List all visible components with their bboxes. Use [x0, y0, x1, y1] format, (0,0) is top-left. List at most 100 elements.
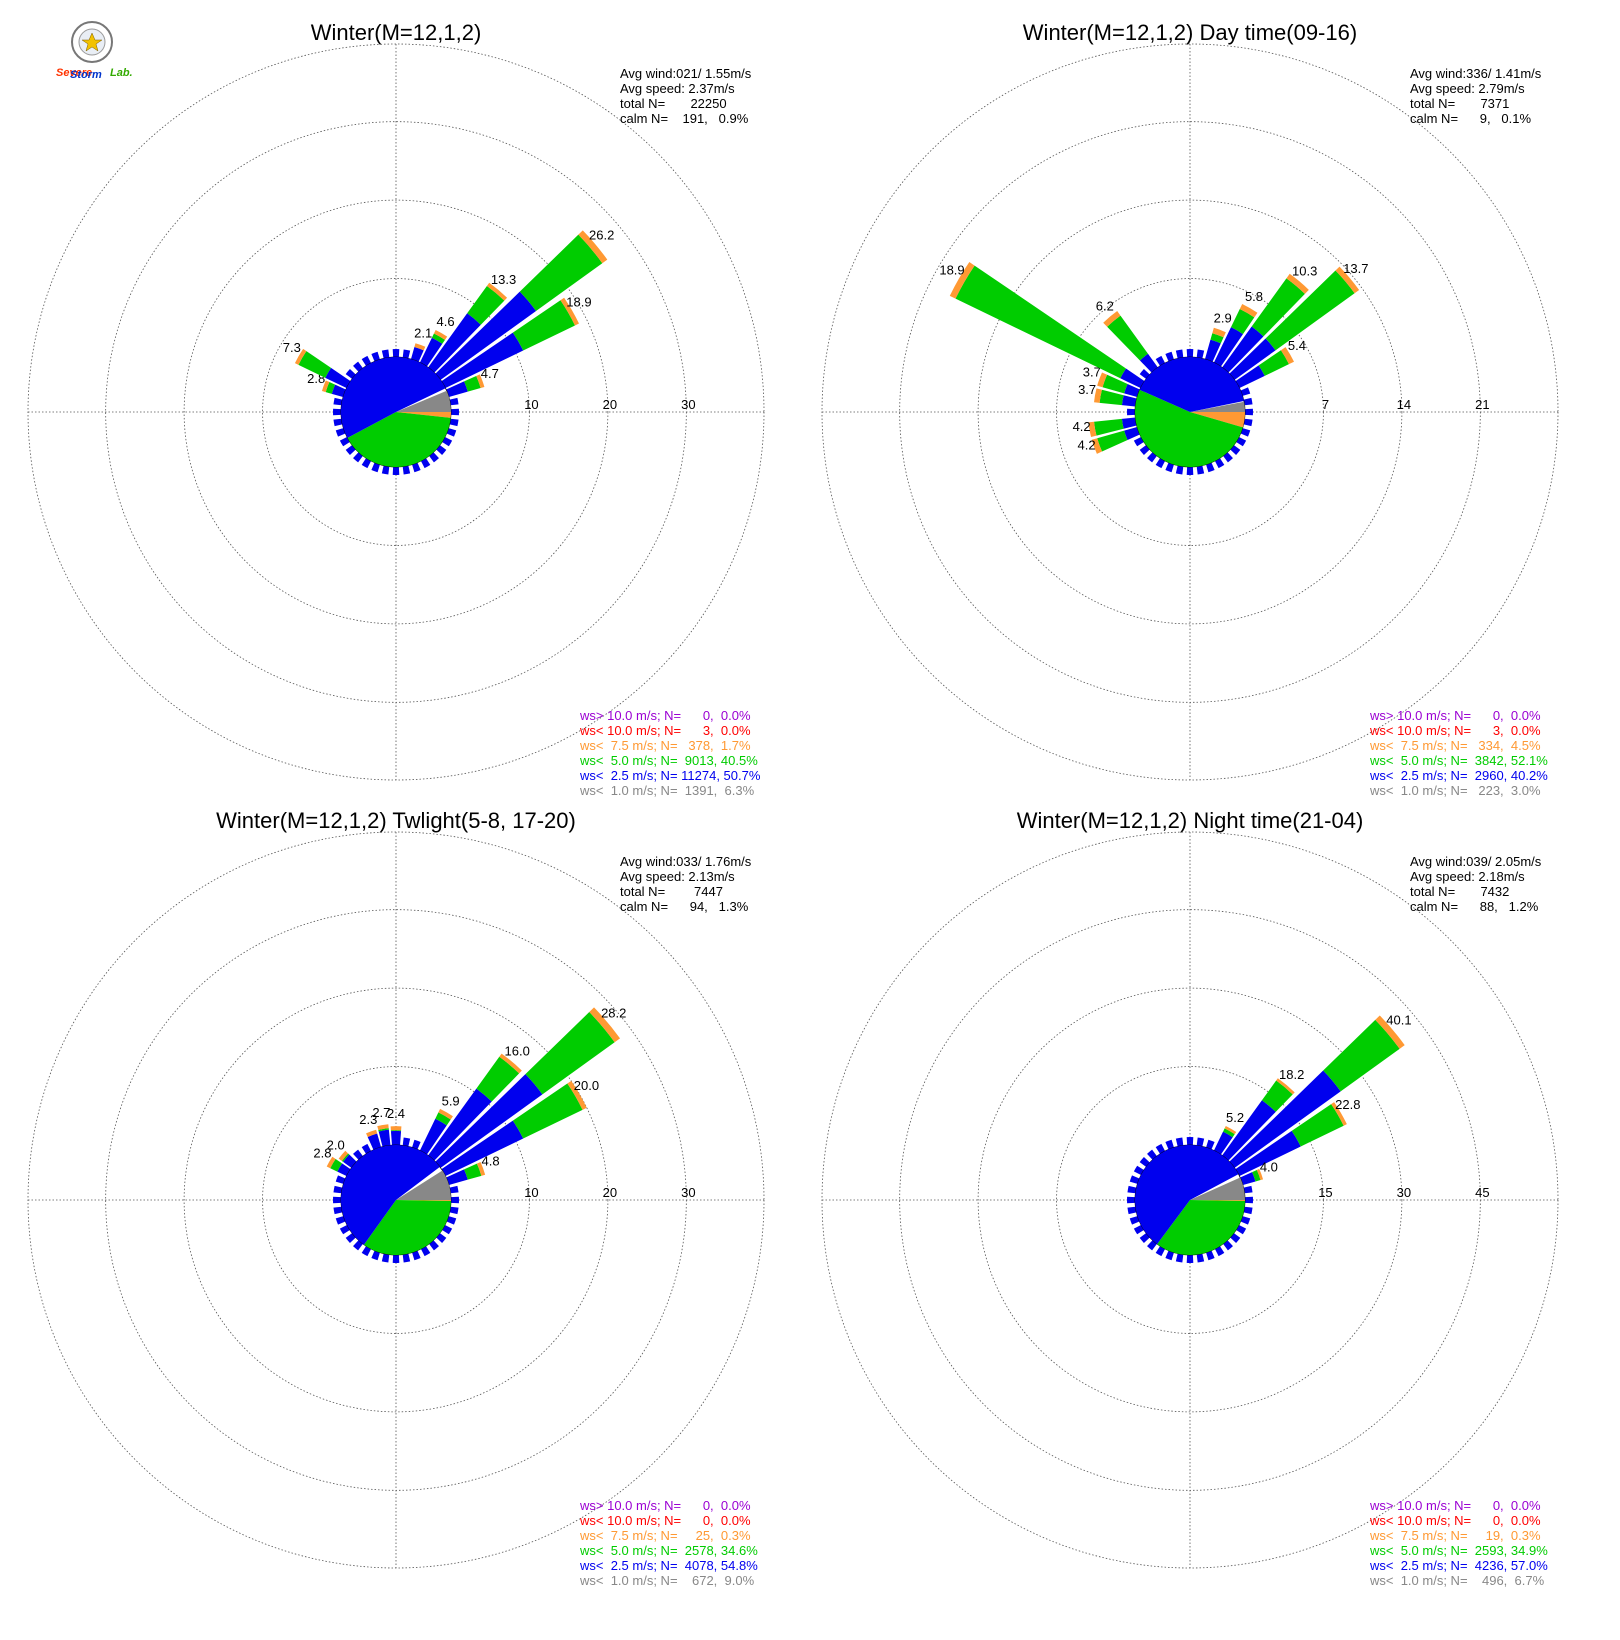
wind-rose-panel-twilight: Winter(M=12,1,2) Twlight(5-8, 17-20) 10 20… [27, 808, 765, 1588]
ring-tick-label: 10 [524, 397, 538, 412]
petal-segment-lt2_5 [435, 1074, 543, 1168]
petal-segment-lt5 [330, 1158, 343, 1172]
petal-segment-lt2_5 [1213, 1131, 1233, 1155]
legend-entry: ws< 10.0 m/s; N= 0, 0.0% [1369, 1513, 1541, 1528]
legend-entry: ws> 10.0 m/s; N= 0, 0.0% [1369, 708, 1541, 723]
petal-segment-lt5 [1231, 309, 1255, 335]
petal-segment-lt5 [467, 285, 505, 325]
petal-label: 3.7 [1078, 382, 1096, 397]
petal-stub [1243, 1206, 1253, 1215]
logo-text-main: Severe [56, 67, 92, 79]
petal-stub [450, 1196, 459, 1204]
petal-stub [333, 418, 343, 427]
petal-stub [1139, 1233, 1150, 1243]
calm-pie-slice-ws-lt5 [347, 412, 451, 467]
petal-stub [1133, 436, 1144, 447]
stat-line: Avg wind:336/ 1.41m/s [1410, 66, 1542, 81]
petal-stub [412, 462, 421, 473]
petal-segment-lt5 [1097, 430, 1128, 452]
stat-line: Avg wind:039/ 2.05m/s [1410, 854, 1542, 869]
petal-segment-lt2_5 [1229, 1070, 1341, 1168]
petal-segment-lt7_5 [1103, 311, 1121, 327]
petal-segment-lt7_5 [476, 374, 485, 389]
petal-stub [353, 1149, 363, 1160]
stat-line: calm N= 94, 1.3% [620, 899, 749, 914]
stat-line: total N= 7371 [1410, 96, 1509, 111]
petal-stub [402, 349, 411, 359]
petal-segment-lt7_5 [294, 348, 307, 365]
stat-line: Avg speed: 2.37m/s [620, 81, 735, 96]
petal-segment-lt7_5 [326, 1156, 336, 1169]
ring-tick-label: 10 [524, 1185, 538, 1200]
petal-segment-lt2_5 [428, 1088, 492, 1161]
legend-entry: ws< 7.5 m/s; N= 378, 1.7% [579, 738, 751, 753]
petal-stub [1155, 458, 1166, 469]
petal-segment-lt2_5 [1120, 368, 1145, 389]
petal-stub [1230, 1233, 1241, 1243]
petal-stub [449, 418, 459, 427]
petal-stub [442, 436, 453, 447]
legend-entry: ws< 2.5 m/s; N= 2960, 40.2% [1369, 768, 1548, 783]
petal-label: 4.2 [1078, 438, 1096, 453]
petal-segment-lt2_5 [1235, 1130, 1301, 1177]
calm-pie-slice-ws-lt7_5 [1190, 1200, 1245, 1202]
ring-tick-label: 20 [603, 1185, 617, 1200]
legend-entry: ws< 1.0 m/s; N= 672, 9.0% [579, 1573, 755, 1588]
petal-segment-lt5 [519, 234, 603, 311]
calm-pie-slice-ws-lt5 [1134, 389, 1243, 468]
petal-label: 4.6 [437, 314, 455, 329]
petal-stub [1127, 1196, 1136, 1204]
petal-stub [402, 1253, 411, 1263]
petal-segment-lt2_5 [1204, 339, 1221, 362]
petal-label: 10.3 [1292, 263, 1317, 278]
logo-text-sub: Storm [70, 69, 102, 81]
petal-stub [361, 1143, 372, 1154]
petal-stub [1155, 1246, 1166, 1257]
petal-stub [392, 1254, 400, 1263]
petal-stub [353, 1240, 363, 1251]
petal-label: 6.2 [1096, 299, 1114, 314]
calm-pie-slice-ws-lt1 [396, 1170, 451, 1200]
petal-stub [335, 428, 346, 437]
petal-stub [1196, 349, 1205, 359]
legend-entry: ws< 10.0 m/s; N= 3, 0.0% [1369, 723, 1541, 738]
petal-stub [420, 1246, 431, 1257]
petal-label: 2.8 [313, 1146, 331, 1161]
petal-stub [1175, 349, 1184, 359]
petal-stub [1165, 1250, 1174, 1261]
calm-pie-slice-ws-lt1 [1190, 1177, 1245, 1200]
legend-entry: ws< 7.5 m/s; N= 25, 0.3% [579, 1528, 751, 1543]
petal-stub [1243, 397, 1253, 406]
petal-stub [1230, 445, 1241, 455]
petal-label: 4.0 [1260, 1159, 1278, 1174]
petal-stub [339, 436, 350, 447]
petal-segment-lt2_5 [410, 347, 424, 362]
petal-stub [1165, 462, 1174, 473]
petal-stub [361, 458, 372, 469]
petal-segment-lt7_5 [1331, 1102, 1347, 1126]
petal-segment-lt5 [1252, 1169, 1261, 1182]
petal-stub [1196, 1253, 1205, 1263]
wind-rose-panel-winter: Winter(M=12,1,2) 10 20 30 2.1 4.6 13.3 26.2 18.9… [27, 20, 765, 798]
petal-segment-lt7_5 [1239, 303, 1258, 318]
petal-stub [371, 351, 380, 362]
petal-segment-lt7_5 [1335, 266, 1360, 294]
petal-stub [361, 355, 372, 366]
petal-stub [1243, 418, 1253, 427]
legend-entry: ws< 5.0 m/s; N= 9013, 40.5% [579, 753, 758, 768]
petal-stub [345, 369, 356, 379]
petal-stub [333, 1196, 342, 1204]
legend-entry: ws< 5.0 m/s; N= 3842, 52.1% [1369, 753, 1548, 768]
petal-stub [436, 445, 447, 455]
petal-stub [442, 1224, 453, 1235]
legend-entry: ws< 2.5 m/s; N= 11274, 50.7% [579, 768, 761, 783]
petal-segment-lt5 [476, 1056, 520, 1102]
petal-segment-lt2_5 [446, 381, 468, 398]
petal-stub [1133, 1165, 1144, 1176]
logo-text-lab: Lab. [110, 67, 133, 79]
petal-stub [345, 1233, 356, 1243]
petal-segment-lt2_5 [367, 1133, 382, 1150]
petal-segment-lt7_5 [589, 1007, 621, 1043]
petal-label: 40.1 [1386, 1013, 1411, 1028]
